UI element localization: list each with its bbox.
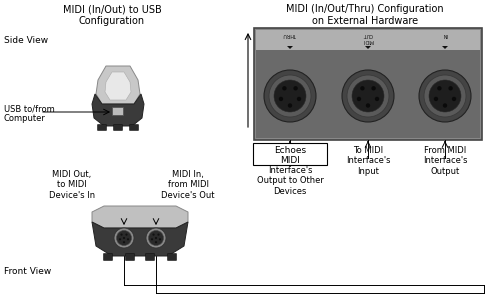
Text: MIDI (In/Out/Thru) Configuration
on External Hardware: MIDI (In/Out/Thru) Configuration on Exte… <box>285 4 443 26</box>
FancyBboxPatch shape <box>112 108 123 115</box>
Circle shape <box>146 228 165 248</box>
Circle shape <box>152 234 154 236</box>
Circle shape <box>436 86 441 91</box>
Circle shape <box>125 234 127 236</box>
FancyBboxPatch shape <box>256 30 479 50</box>
Circle shape <box>341 70 393 122</box>
Text: MIDI
OUT: MIDI OUT <box>362 32 373 43</box>
FancyBboxPatch shape <box>252 143 326 165</box>
Circle shape <box>365 103 369 108</box>
Circle shape <box>447 86 452 91</box>
Polygon shape <box>105 72 131 100</box>
Circle shape <box>370 86 375 91</box>
Text: USB to/from
Computer: USB to/from Computer <box>4 104 55 123</box>
FancyBboxPatch shape <box>125 254 134 260</box>
Circle shape <box>273 80 305 112</box>
Circle shape <box>418 70 470 122</box>
Circle shape <box>296 97 301 101</box>
Text: Interface's
Output to Other
Devices: Interface's Output to Other Devices <box>256 166 323 196</box>
Circle shape <box>356 97 361 101</box>
Circle shape <box>148 231 163 245</box>
Text: IN: IN <box>442 32 447 37</box>
FancyBboxPatch shape <box>253 28 481 140</box>
Text: Front View: Front View <box>4 267 51 276</box>
Polygon shape <box>92 222 187 256</box>
Text: Echoes
MIDI: Echoes MIDI <box>273 146 305 165</box>
Circle shape <box>155 237 157 239</box>
FancyBboxPatch shape <box>167 254 176 260</box>
Circle shape <box>423 75 465 117</box>
Polygon shape <box>286 46 292 49</box>
Circle shape <box>155 241 157 243</box>
Polygon shape <box>364 46 370 49</box>
Circle shape <box>346 75 388 117</box>
Text: THRU: THRU <box>283 32 296 37</box>
Circle shape <box>451 97 455 101</box>
Circle shape <box>264 70 315 122</box>
Circle shape <box>119 238 121 240</box>
Circle shape <box>282 86 286 91</box>
FancyBboxPatch shape <box>113 124 122 130</box>
Circle shape <box>442 103 447 108</box>
Circle shape <box>433 97 437 101</box>
Circle shape <box>360 86 364 91</box>
FancyBboxPatch shape <box>129 124 138 130</box>
FancyBboxPatch shape <box>145 254 154 260</box>
Circle shape <box>157 234 159 236</box>
Text: MIDI Out,
to MIDI
Device's In: MIDI Out, to MIDI Device's In <box>49 170 95 200</box>
Circle shape <box>116 231 131 245</box>
FancyBboxPatch shape <box>97 124 106 130</box>
Circle shape <box>114 228 134 248</box>
Circle shape <box>122 241 125 243</box>
Circle shape <box>293 86 297 91</box>
Circle shape <box>122 237 125 239</box>
Circle shape <box>159 238 161 240</box>
Polygon shape <box>92 94 143 126</box>
Text: From MIDI
Interface's
Output: From MIDI Interface's Output <box>422 146 467 176</box>
Circle shape <box>268 75 310 117</box>
Text: MIDI In,
from MIDI
Device's Out: MIDI In, from MIDI Device's Out <box>161 170 214 200</box>
Circle shape <box>287 103 292 108</box>
Polygon shape <box>96 66 140 104</box>
Text: Side View: Side View <box>4 36 48 45</box>
Circle shape <box>351 80 383 112</box>
Circle shape <box>126 238 129 240</box>
FancyBboxPatch shape <box>256 50 479 138</box>
Polygon shape <box>92 206 187 228</box>
Polygon shape <box>441 46 447 49</box>
FancyBboxPatch shape <box>103 254 112 260</box>
Circle shape <box>120 234 122 236</box>
Circle shape <box>374 97 379 101</box>
Text: MIDI (In/Out) to USB
Configuration: MIDI (In/Out) to USB Configuration <box>62 4 161 26</box>
Circle shape <box>428 80 460 112</box>
Circle shape <box>278 97 283 101</box>
Circle shape <box>151 238 153 240</box>
Text: To MIDI
Interface's
Input: To MIDI Interface's Input <box>345 146 389 176</box>
